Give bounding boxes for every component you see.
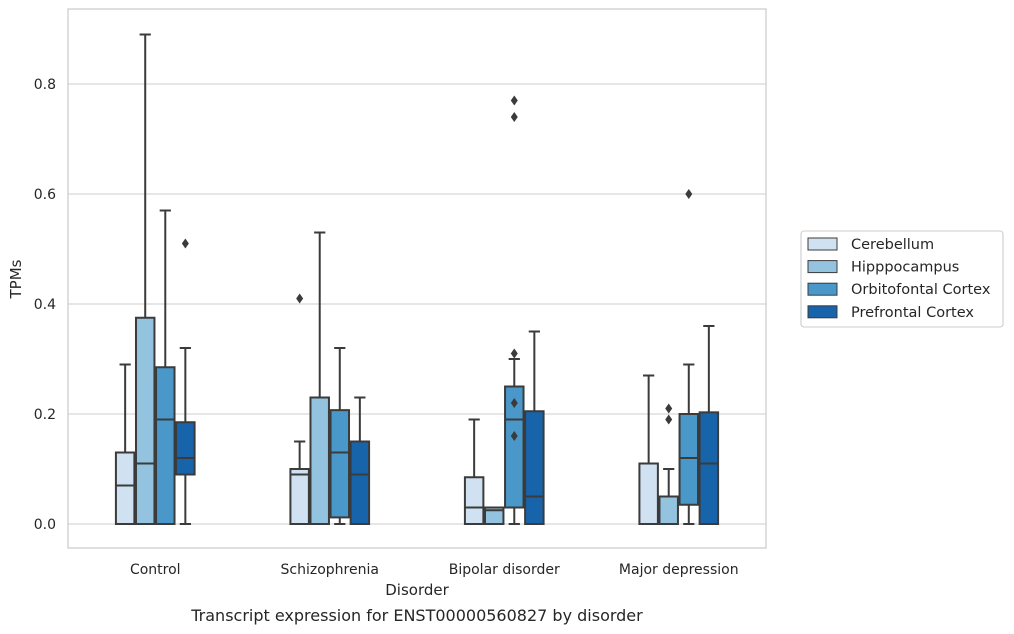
x-tick-label: Major depression	[619, 562, 739, 578]
box-cerebellum	[638, 374, 659, 525]
box-body	[289, 468, 310, 525]
legend-label: Orbitofontal Cortex	[851, 282, 991, 298]
y-tick-label: 0.4	[34, 297, 56, 313]
box-prefrontal-cortex	[349, 396, 371, 525]
legend-label: Hipppocampus	[851, 260, 959, 276]
box-prefrontal-cortex	[698, 325, 720, 526]
outlier-point	[510, 348, 518, 359]
box-orbitofontal-cortex	[329, 347, 351, 525]
y-tick-label: 0.2	[34, 407, 56, 423]
legend-swatch	[807, 282, 838, 296]
box-body	[463, 476, 485, 525]
box-body	[504, 385, 525, 509]
box-body	[638, 462, 659, 525]
x-tick-label: Control	[130, 562, 181, 578]
outlier-point	[510, 95, 518, 106]
box-cerebellum	[114, 363, 136, 525]
plot-frame	[67, 8, 767, 549]
y-tick-label: 0.6	[34, 187, 56, 203]
box-hipppocampus	[658, 403, 679, 525]
box-body	[658, 495, 679, 525]
legend-label: Prefrontal Cortex	[851, 305, 974, 321]
box-body	[483, 506, 505, 525]
box-hipppocampus	[483, 506, 505, 525]
legend-box	[800, 230, 1004, 328]
x-axis-ticks: Control Schizophrenia Bipolar disorder Majo…	[130, 562, 739, 578]
outlier-point	[665, 403, 673, 414]
outlier-point	[181, 238, 189, 249]
box-hipppocampus	[309, 231, 330, 525]
box-prefrontal-cortex	[175, 238, 196, 525]
y-axis-label: TPMs	[7, 259, 25, 299]
y-tick-label: 0.8	[34, 77, 56, 93]
outlier-point	[510, 398, 518, 408]
box-hipppocampus	[134, 33, 156, 525]
x-tick-label: Schizophrenia	[281, 562, 379, 578]
box-orbitofontal-cortex	[155, 209, 176, 525]
box-cerebellum	[289, 293, 310, 525]
legend-swatch	[807, 237, 838, 251]
box-body	[155, 366, 176, 525]
legend: Cerebellum Hipppocampus Orbitofontal Corte…	[800, 230, 1004, 328]
outlier-point	[296, 293, 304, 304]
box-body	[678, 413, 700, 506]
outlier-point	[510, 431, 518, 441]
box-prefrontal-cortex	[524, 330, 545, 525]
box-orbitofontal-cortex	[678, 189, 700, 525]
box-body	[134, 316, 156, 525]
box-plots	[114, 33, 720, 526]
y-tick-label: 0.0	[34, 517, 56, 533]
legend-swatch	[807, 305, 838, 319]
legend-label: Cerebellum	[851, 237, 934, 253]
legend-swatch	[807, 260, 838, 274]
outlier-point	[685, 189, 693, 199]
y-axis-ticks: 0.0 0.2 0.4 0.6 0.8	[34, 77, 56, 533]
box-orbitofontal-cortex	[504, 95, 525, 525]
box-body	[309, 396, 330, 525]
box-cerebellum	[463, 418, 485, 525]
box-body	[524, 410, 545, 525]
box-body	[114, 451, 136, 525]
x-axis-label: Disorder	[385, 581, 449, 599]
box-body	[329, 409, 351, 519]
box-body	[349, 440, 371, 525]
outlier-point	[665, 414, 673, 425]
outlier-point	[510, 112, 518, 122]
box-body	[175, 421, 196, 476]
figure-caption: Transcript expression for ENST0000056082…	[191, 606, 643, 625]
x-tick-label: Bipolar disorder	[449, 562, 560, 578]
box-body	[698, 411, 720, 526]
